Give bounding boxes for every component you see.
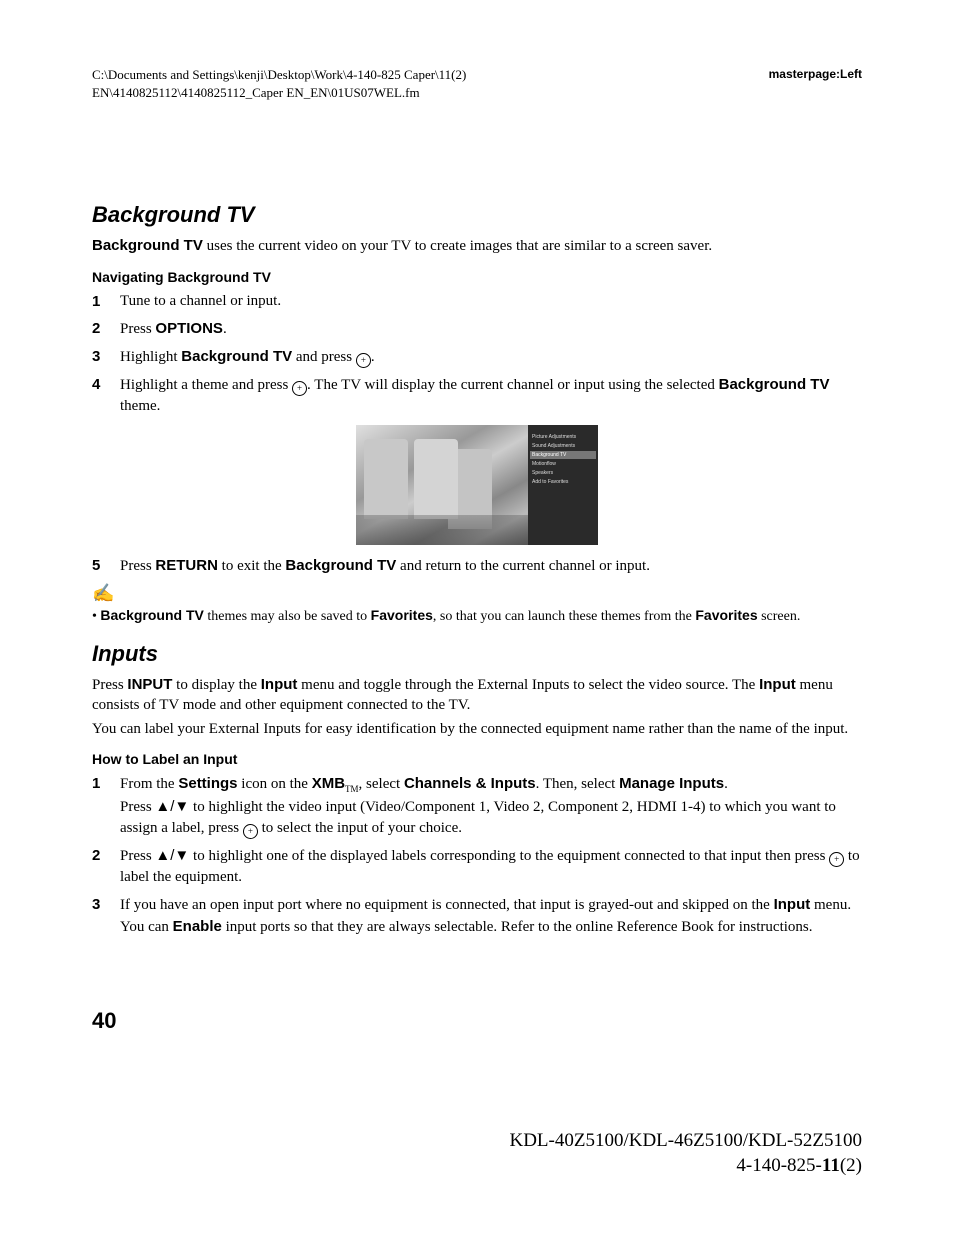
step-body: Press ▲/▼ to highlight one of the displa… bbox=[120, 845, 862, 888]
filepath-line-1: C:\Documents and Settings\kenji\Desktop\… bbox=[92, 67, 466, 82]
menu-item: Speakers bbox=[530, 469, 596, 477]
inputs-step-1: 1 From the Settings icon on the XMBTM, s… bbox=[92, 773, 862, 839]
menu-item: Motionflow bbox=[530, 460, 596, 468]
menu-item: Add to Favorites bbox=[530, 478, 596, 486]
enter-button-icon: + bbox=[292, 381, 307, 396]
footer-doc-code-c: (2) bbox=[840, 1155, 862, 1176]
bgtv-intro: Background TV uses the current video on … bbox=[92, 236, 862, 256]
step-number: 5 bbox=[92, 555, 120, 577]
inputs-step-2: 2 Press ▲/▼ to highlight one of the disp… bbox=[92, 845, 862, 888]
page-header: C:\Documents and Settings\kenji\Desktop\… bbox=[92, 66, 862, 102]
inputs-para-2: You can label your External Inputs for e… bbox=[92, 719, 862, 739]
step-number: 3 bbox=[92, 894, 120, 938]
menu-item: Sound Adjustments bbox=[530, 442, 596, 450]
bgtv-steps-list-2: 5 Press RETURN to exit the Background TV… bbox=[92, 555, 862, 577]
section-title-inputs: Inputs bbox=[92, 641, 862, 667]
step-number: 3 bbox=[92, 346, 120, 368]
bgtv-intro-rest: uses the current video on your TV to cre… bbox=[203, 238, 712, 254]
step-body: Highlight Background TV and press +. bbox=[120, 346, 862, 368]
footer-doc-code-b: 11 bbox=[822, 1155, 840, 1176]
bgtv-steps-list: 1 Tune to a channel or input. 2 Press OP… bbox=[92, 291, 862, 417]
bgtv-intro-bold: Background TV bbox=[92, 237, 203, 254]
footer-doc-code-a: 4-140-825- bbox=[736, 1155, 821, 1176]
bgtv-step-5: 5 Press RETURN to exit the Background TV… bbox=[92, 555, 862, 577]
masterpage-label: masterpage:Left bbox=[769, 66, 862, 102]
tv-screenshot-figure: Picture Adjustments Sound Adjustments Ba… bbox=[356, 425, 598, 545]
step-body: Highlight a theme and press +. The TV wi… bbox=[120, 374, 862, 417]
page-number: 40 bbox=[92, 1008, 862, 1034]
step-number: 2 bbox=[92, 845, 120, 888]
enter-button-icon: + bbox=[243, 824, 258, 839]
step-number: 2 bbox=[92, 318, 120, 340]
arrow-up-down-icon: ▲/▼ bbox=[155, 798, 189, 815]
step-body: From the Settings icon on the XMBTM, sel… bbox=[120, 773, 862, 839]
inputs-para-1: Press INPUT to display the Input menu an… bbox=[92, 675, 862, 716]
step-number: 1 bbox=[92, 773, 120, 839]
header-filepath: C:\Documents and Settings\kenji\Desktop\… bbox=[92, 66, 466, 102]
bgtv-step-1: 1 Tune to a channel or input. bbox=[92, 291, 862, 312]
enter-button-icon: + bbox=[356, 353, 371, 368]
step-body: Tune to a channel or input. bbox=[120, 291, 862, 312]
step-body: If you have an open input port where no … bbox=[120, 894, 862, 938]
section-title-background-tv: Background TV bbox=[92, 202, 862, 228]
step-number: 4 bbox=[92, 374, 120, 417]
enter-button-icon: + bbox=[829, 852, 844, 867]
bgtv-note: • Background TV themes may also be saved… bbox=[92, 606, 862, 627]
tv-screenshot-image bbox=[356, 425, 528, 545]
document-page: C:\Documents and Settings\kenji\Desktop\… bbox=[0, 0, 954, 1235]
note-icon: ✍ bbox=[92, 583, 862, 604]
footer-model-line: KDL-40Z5100/KDL-46Z5100/KDL-52Z5100 bbox=[509, 1130, 862, 1151]
bgtv-step-4: 4 Highlight a theme and press +. The TV … bbox=[92, 374, 862, 417]
step-body: Press RETURN to exit the Background TV a… bbox=[120, 555, 862, 577]
step-number: 1 bbox=[92, 291, 120, 312]
filepath-line-2: EN\4140825112\4140825112_Caper EN_EN\01U… bbox=[92, 85, 420, 100]
arrow-up-down-icon: ▲/▼ bbox=[155, 847, 189, 864]
inputs-steps-list: 1 From the Settings icon on the XMBTM, s… bbox=[92, 773, 862, 938]
inputs-subheading: How to Label an Input bbox=[92, 751, 862, 767]
bgtv-subheading: Navigating Background TV bbox=[92, 269, 862, 285]
inputs-step-3: 3 If you have an open input port where n… bbox=[92, 894, 862, 938]
menu-item: Picture Adjustments bbox=[530, 433, 596, 441]
bgtv-step-2: 2 Press OPTIONS. bbox=[92, 318, 862, 340]
step-body: Press OPTIONS. bbox=[120, 318, 862, 340]
bgtv-step-3: 3 Highlight Background TV and press +. bbox=[92, 346, 862, 368]
menu-item-selected: Background TV bbox=[530, 451, 596, 459]
page-footer: KDL-40Z5100/KDL-46Z5100/KDL-52Z5100 4-14… bbox=[509, 1128, 862, 1179]
tv-screenshot-menu: Picture Adjustments Sound Adjustments Ba… bbox=[528, 425, 598, 545]
